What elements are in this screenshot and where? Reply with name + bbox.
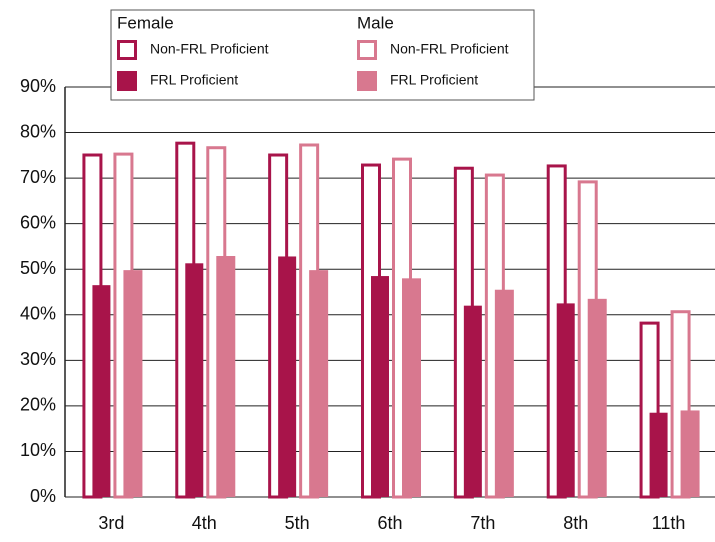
legend-label: Non-FRL Proficient xyxy=(150,41,269,57)
x-tick-label: 5th xyxy=(285,513,310,533)
y-tick-label: 30% xyxy=(20,349,56,369)
bar xyxy=(494,289,514,497)
y-tick-label: 60% xyxy=(20,212,56,232)
bar xyxy=(278,256,297,497)
bar xyxy=(556,303,575,497)
x-tick-label: 4th xyxy=(192,513,217,533)
bar xyxy=(680,410,700,497)
legend-swatch xyxy=(357,40,377,60)
x-tick-label: 3rd xyxy=(98,513,124,533)
bar xyxy=(402,278,421,497)
legend-swatch xyxy=(117,40,137,60)
bar xyxy=(587,298,607,497)
legend-label: FRL Proficient xyxy=(390,72,478,88)
y-tick-label: 10% xyxy=(20,440,56,460)
bar xyxy=(309,270,329,497)
legend-box xyxy=(110,9,535,101)
y-tick-label: 0% xyxy=(30,486,56,506)
bar xyxy=(185,263,204,497)
bar xyxy=(92,285,111,497)
y-tick-label: 20% xyxy=(20,395,56,415)
legend-group-title: Male xyxy=(357,13,394,32)
y-tick-label: 50% xyxy=(20,258,56,278)
x-tick-label: 6th xyxy=(377,513,402,533)
bar xyxy=(463,305,482,497)
x-tick-label: 11th xyxy=(652,513,686,533)
x-tick-label: 8th xyxy=(563,513,588,533)
x-tick-label: 7th xyxy=(470,513,495,533)
legend-swatch xyxy=(117,71,137,91)
legend-group-title: Female xyxy=(117,13,174,32)
legend-label: Non-FRL Proficient xyxy=(390,41,509,57)
bar xyxy=(371,276,389,497)
legend-swatch xyxy=(357,71,377,91)
y-tick-label: 80% xyxy=(20,121,56,141)
y-tick-label: 40% xyxy=(20,304,56,324)
legend-label: FRL Proficient xyxy=(150,72,238,88)
bar xyxy=(216,256,236,497)
y-tick-label: 90% xyxy=(20,76,56,96)
bar xyxy=(123,270,143,497)
bar xyxy=(649,412,668,497)
y-tick-label: 70% xyxy=(20,167,56,187)
